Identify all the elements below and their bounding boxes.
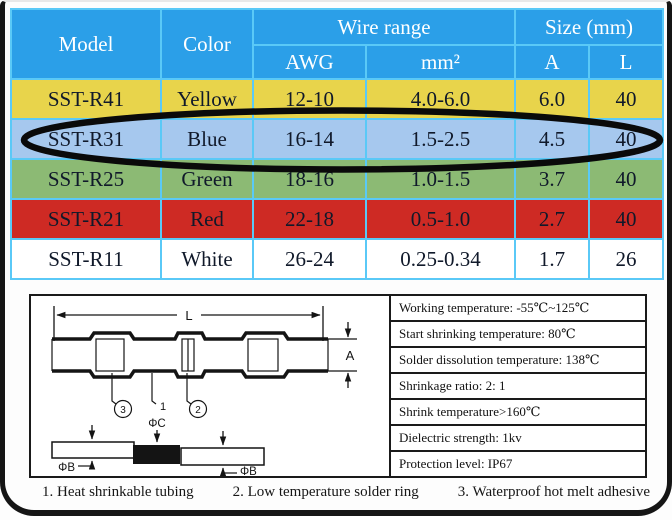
table-row: SST-R41 Yellow 12-10 4.0-6.0 6.0 40 [10,78,665,120]
cell-mm2: 0.25-0.34 [364,238,517,280]
cell-mm2: 4.0-6.0 [364,78,517,120]
cell-a: 3.7 [514,158,591,200]
legend-item-solder-ring: 2. Low temperature solder ring [232,483,419,500]
header-awg: AWG [252,44,367,80]
cell-mm2: 1.0-1.5 [364,158,517,200]
header-l: L [588,44,665,80]
table-header: Model Color Wire range Size (mm) AWG mm²… [10,8,665,80]
table-row: SST-R21 Red 22-18 0.5-1.0 2.7 40 [10,198,665,240]
cell-l: 26 [588,238,665,280]
phi-b-left-label: ΦB [58,462,75,474]
part-3-label: 3 [120,405,126,416]
cell-awg: 22-18 [252,198,367,240]
spec-dielectric-strength: Dielectric strength: 1kv [389,424,647,452]
part-2-label: 2 [195,405,201,416]
cell-l: 40 [588,198,665,240]
header-mm2: mm² [364,44,517,80]
spec-shrinkage-ratio: Shrinkage ratio: 2: 1 [389,372,647,400]
spec-working-temperature: Working temperature: -55℃~125℃ [389,294,647,322]
table-row-highlighted: SST-R31 Blue 16-14 1.5-2.5 4.5 40 [10,118,665,160]
l-dimension: L [53,306,324,341]
spec-solder-dissolution-temperature: Solder dissolution temperature: 138℃ [389,346,647,374]
a-dimension-label: A [346,348,355,363]
solder-joint [133,445,180,464]
connector-diagram: L A [51,306,357,478]
part-callouts: 3 1 2 [111,373,208,419]
cell-awg: 18-16 [252,158,367,200]
table-row: SST-R11 White 26-24 0.25-0.34 1.7 26 [10,238,665,280]
header-wire-range: Wire range [251,8,517,46]
phi-c-label: ΦC [148,418,165,430]
cell-l: 40 [588,158,665,200]
cell-model: SST-R21 [10,198,162,240]
cell-awg: 26-24 [252,238,367,280]
cell-color: Red [160,198,254,240]
heat-shrink-tube [51,331,329,379]
bottom-section: L A [29,294,649,478]
l-dimension-label: L [185,308,192,323]
cell-a: 6.0 [514,78,591,120]
legend-item-adhesive: 3. Waterproof hot melt adhesive [457,483,650,500]
left-wire [51,441,135,459]
cell-a: 4.5 [514,118,591,160]
spec-protection-level: Protection level: IP67 [389,450,647,478]
cell-l: 40 [588,78,665,120]
cell-mm2: 1.5-2.5 [364,118,517,160]
right-wire [180,447,265,466]
cell-a: 2.7 [514,198,591,240]
cell-model: SST-R25 [10,158,162,200]
part-2-circle [188,399,208,419]
cell-l: 40 [588,118,665,160]
cell-color: Yellow [160,78,254,120]
cell-color: White [160,238,254,280]
phi-b-right-label: ΦB [240,466,257,476]
parts-legend: 1. Heat shrinkable tubing 2. Low tempera… [42,481,650,503]
cell-model: SST-R31 [10,118,162,160]
cell-awg: 16-14 [252,118,367,160]
cell-awg: 12-10 [252,78,367,120]
cell-color: Green [160,158,254,200]
right-adhesive-ring [247,338,279,372]
cell-model: SST-R11 [10,238,162,280]
spec-start-shrinking-temperature: Start shrinking temperature: 80℃ [389,320,647,348]
spec-shrink-temperature: Shrink temperature>160℃ [389,398,647,426]
header-size-mm: Size (mm) [514,8,665,46]
part-1-label: 1 [160,401,166,413]
part-3-circle [113,399,133,419]
header-model: Model [10,8,162,80]
connector-diagram-box: L A [29,294,391,478]
header-color: Color [160,8,254,80]
specs-panel: Working temperature: -55℃~125℃ Start shr… [389,294,647,478]
spliced-wires: ΦC ΦB ΦB [51,418,265,478]
cell-model: SST-R41 [10,78,162,120]
cell-color: Blue [160,118,254,160]
header-a: A [514,44,591,80]
cell-mm2: 0.5-1.0 [364,198,517,240]
table-row: SST-R25 Green 18-16 1.0-1.5 3.7 40 [10,158,665,200]
legend-item-tubing: 1. Heat shrinkable tubing [42,483,194,500]
cell-a: 1.7 [514,238,591,280]
left-adhesive-ring [95,338,125,372]
a-dimension: A [328,322,357,388]
wire-size-table: Model Color Wire range Size (mm) AWG mm²… [10,8,665,280]
